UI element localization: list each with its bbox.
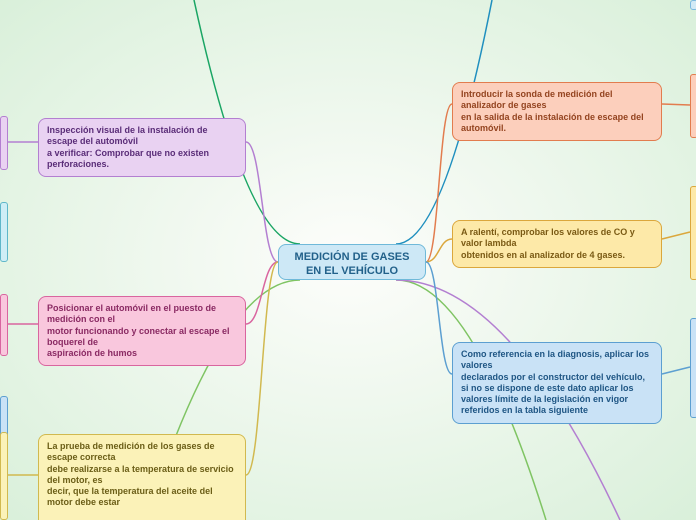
- node-text: Posicionar el automóvil en el puesto de …: [47, 303, 216, 324]
- n_blue[interactable]: Como referencia en la diagnosis, aplicar…: [452, 342, 662, 424]
- node-text: a verificar: Comprobar que no existen pe…: [47, 148, 209, 169]
- center-node[interactable]: MEDICIÓN DE GASES EN EL VEHÍCULO: [278, 244, 426, 280]
- node-text: en la salida de la instalación de escape…: [461, 112, 644, 133]
- n_orange[interactable]: Introducir la sonda de medición del anal…: [452, 82, 662, 141]
- edge-strip: [690, 74, 696, 138]
- node-text: debe realizarse a la temperatura de serv…: [47, 464, 234, 485]
- mindmap-canvas: MEDICIÓN DE GASES EN EL VEHÍCULO Inspecció…: [0, 0, 696, 520]
- node-text: Como referencia en la diagnosis, aplicar…: [461, 349, 649, 370]
- node-text: motor funcionando y conectar al escape e…: [47, 326, 230, 347]
- edge-strip: [690, 0, 696, 10]
- edge-strip: [0, 432, 8, 520]
- edge-strip: [690, 186, 696, 280]
- center-line2: EN EL VEHÍCULO: [306, 265, 398, 277]
- edge-strip: [0, 202, 8, 262]
- node-text: Inspección visual de la instalación de e…: [47, 125, 208, 146]
- edge-strip: [0, 294, 8, 356]
- node-text: aspiración de humos: [47, 348, 137, 358]
- edge-strip: [690, 318, 696, 418]
- edge-strip: [0, 116, 8, 170]
- node-text: Introducir la sonda de medición del anal…: [461, 89, 613, 110]
- node-text: La prueba de medición de los gases de es…: [47, 441, 215, 462]
- node-text: obtenidos en al analizador de 4 gases.: [461, 250, 625, 260]
- n_tan[interactable]: A ralentí, comprobar los valores de CO y…: [452, 220, 662, 268]
- node-text: decir, que la temperatura del aceite del…: [47, 486, 213, 507]
- n_purple[interactable]: Inspección visual de la instalación de e…: [38, 118, 246, 177]
- n_yellow[interactable]: La prueba de medición de los gases de es…: [38, 434, 246, 520]
- node-text: declarados por el constructor del vehícu…: [461, 372, 645, 416]
- center-line1: MEDICIÓN DE GASES: [295, 251, 410, 263]
- node-text: A ralentí, comprobar los valores de CO y…: [461, 227, 635, 248]
- n_pink[interactable]: Posicionar el automóvil en el puesto de …: [38, 296, 246, 366]
